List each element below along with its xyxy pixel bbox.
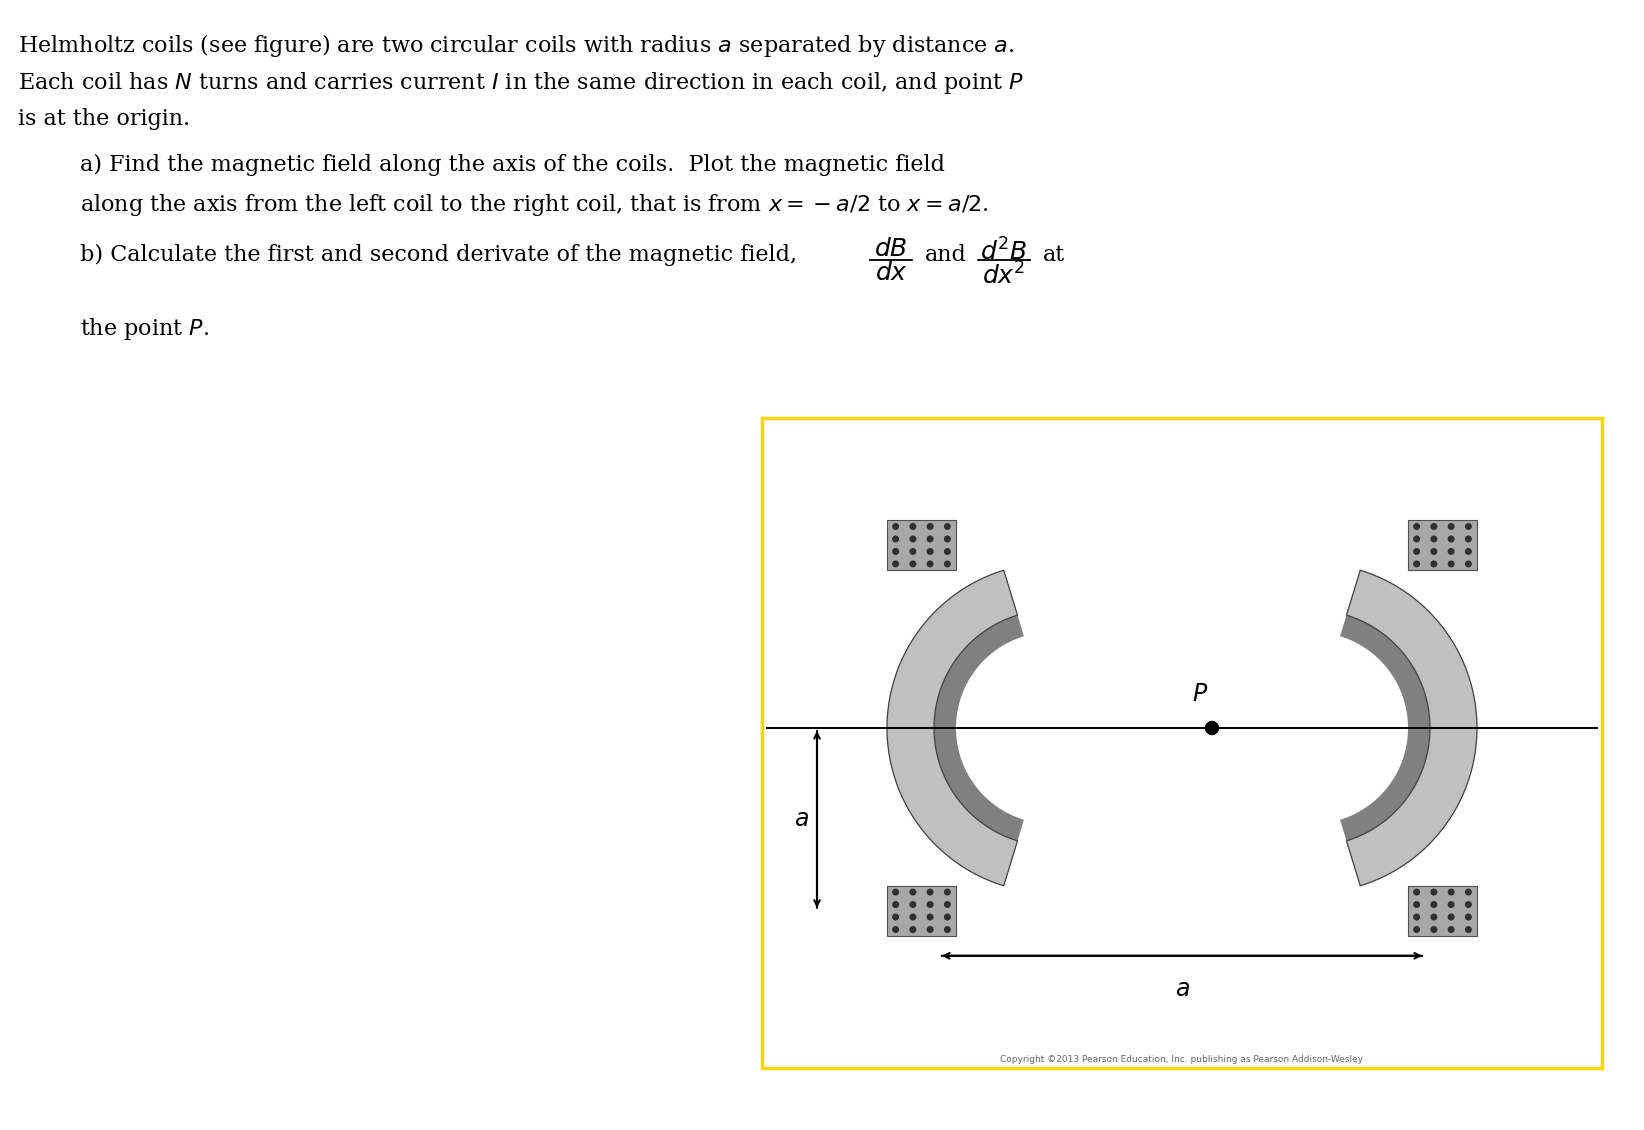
Text: $d^{2}B$: $d^{2}B$ [980, 238, 1028, 266]
Circle shape [927, 536, 932, 541]
Circle shape [911, 902, 916, 907]
Circle shape [893, 927, 898, 932]
Circle shape [1414, 889, 1419, 895]
Circle shape [1430, 523, 1437, 529]
Circle shape [1465, 549, 1471, 554]
Circle shape [1448, 562, 1453, 567]
Circle shape [945, 523, 950, 529]
Text: $dB$: $dB$ [875, 238, 907, 261]
Circle shape [1465, 562, 1471, 567]
Circle shape [927, 889, 932, 895]
Text: $dx^{2}$: $dx^{2}$ [981, 262, 1026, 289]
Circle shape [945, 536, 950, 541]
Circle shape [1430, 902, 1437, 907]
Circle shape [1414, 927, 1419, 932]
Circle shape [1430, 914, 1437, 920]
Circle shape [927, 523, 932, 529]
Circle shape [893, 523, 898, 529]
Text: is at the origin.: is at the origin. [18, 108, 191, 130]
Circle shape [911, 562, 916, 567]
Circle shape [911, 889, 916, 895]
Circle shape [911, 536, 916, 541]
Circle shape [927, 914, 932, 920]
Circle shape [893, 902, 898, 907]
Circle shape [1465, 927, 1471, 932]
Circle shape [893, 889, 898, 895]
Circle shape [1448, 914, 1453, 920]
Circle shape [1448, 549, 1453, 554]
Circle shape [1430, 927, 1437, 932]
Circle shape [945, 902, 950, 907]
Circle shape [945, 914, 950, 920]
Circle shape [911, 549, 916, 554]
Circle shape [1414, 536, 1419, 541]
Circle shape [927, 902, 932, 907]
Circle shape [1465, 536, 1471, 541]
Bar [763, 418, 1601, 1068]
Circle shape [911, 523, 916, 529]
Polygon shape [888, 571, 1018, 886]
Circle shape [1465, 889, 1471, 895]
Text: Helmholtz coils (see figure) are two circular coils with radius $a$ separated by: Helmholtz coils (see figure) are two cir… [18, 32, 1014, 59]
Circle shape [945, 927, 950, 932]
Text: along the axis from the left coil to the right coil, that is from $x=-a/2$ to $x: along the axis from the left coil to the… [81, 192, 990, 218]
Bar [888, 886, 957, 936]
Circle shape [945, 889, 950, 895]
Circle shape [1448, 523, 1453, 529]
Polygon shape [1346, 571, 1476, 886]
Circle shape [1414, 523, 1419, 529]
Text: $a$: $a$ [794, 808, 809, 831]
Circle shape [1465, 523, 1471, 529]
Circle shape [945, 549, 950, 554]
Bar [1407, 886, 1476, 936]
Circle shape [1430, 549, 1437, 554]
Circle shape [1448, 902, 1453, 907]
Circle shape [893, 536, 898, 541]
Text: and: and [926, 244, 967, 266]
Circle shape [1448, 927, 1453, 932]
Circle shape [1414, 562, 1419, 567]
Text: at: at [1042, 244, 1065, 266]
Circle shape [1465, 914, 1471, 920]
Text: b) Calculate the first and second derivate of the magnetic field,: b) Calculate the first and second deriva… [81, 244, 797, 266]
Text: the point $P$.: the point $P$. [81, 316, 209, 342]
Circle shape [1414, 549, 1419, 554]
Circle shape [1430, 562, 1437, 567]
Circle shape [893, 549, 898, 554]
Text: $dx$: $dx$ [875, 262, 907, 285]
Bar [888, 520, 957, 571]
Circle shape [893, 562, 898, 567]
Circle shape [1448, 889, 1453, 895]
Circle shape [1448, 536, 1453, 541]
Text: Copyright ©2013 Pearson Education, Inc. publishing as Pearson Addison-Wesley: Copyright ©2013 Pearson Education, Inc. … [1001, 1055, 1363, 1064]
Text: $a$: $a$ [1174, 977, 1190, 1001]
Circle shape [927, 562, 932, 567]
Circle shape [1430, 889, 1437, 895]
Circle shape [945, 562, 950, 567]
Circle shape [927, 549, 932, 554]
Circle shape [1414, 902, 1419, 907]
Text: $P$: $P$ [1192, 683, 1208, 706]
Circle shape [1414, 914, 1419, 920]
Circle shape [893, 914, 898, 920]
Circle shape [911, 927, 916, 932]
Circle shape [911, 914, 916, 920]
Circle shape [1205, 721, 1218, 735]
Polygon shape [934, 615, 1024, 841]
Polygon shape [1340, 615, 1430, 841]
Circle shape [927, 927, 932, 932]
Circle shape [1465, 902, 1471, 907]
Text: a) Find the magnetic field along the axis of the coils.  Plot the magnetic field: a) Find the magnetic field along the axi… [81, 154, 945, 176]
Text: Each coil has $N$ turns and carries current $I$ in the same direction in each co: Each coil has $N$ turns and carries curr… [18, 70, 1024, 96]
Circle shape [1430, 536, 1437, 541]
Bar [1407, 520, 1476, 571]
